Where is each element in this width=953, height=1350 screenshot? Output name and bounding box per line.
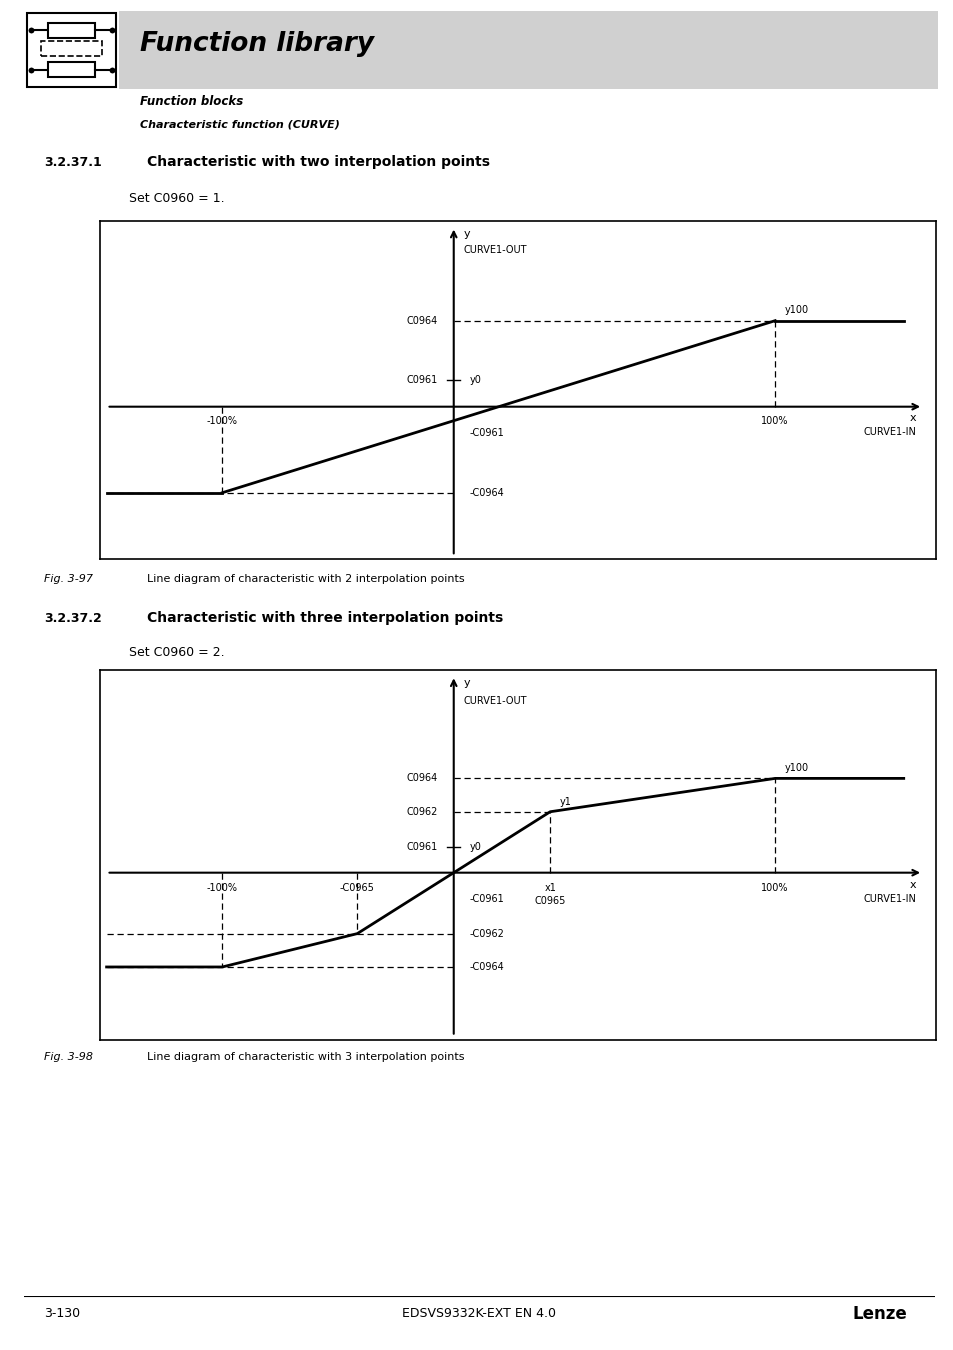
Text: Fig. 3-97: Fig. 3-97 xyxy=(44,574,92,585)
Text: y100: y100 xyxy=(784,305,808,316)
Text: 3.2.37.2: 3.2.37.2 xyxy=(44,612,102,625)
Text: y: y xyxy=(463,678,470,688)
Text: -C0965: -C0965 xyxy=(339,883,375,892)
Text: Function blocks: Function blocks xyxy=(139,96,243,108)
Text: 100%: 100% xyxy=(760,416,788,427)
Text: C0964: C0964 xyxy=(406,774,437,783)
Bar xyxy=(48,62,95,77)
Text: 3.2.37.1: 3.2.37.1 xyxy=(44,155,102,169)
Text: CURVE1-OUT: CURVE1-OUT xyxy=(463,695,526,706)
Text: -C0961: -C0961 xyxy=(469,428,504,439)
Text: Lenze: Lenze xyxy=(852,1305,906,1323)
Text: C0961: C0961 xyxy=(406,841,437,852)
Text: Characteristic with two interpolation points: Characteristic with two interpolation po… xyxy=(148,155,490,169)
Text: Function library: Function library xyxy=(139,31,374,57)
Text: 3-130: 3-130 xyxy=(44,1307,80,1320)
Bar xyxy=(48,23,95,38)
Text: -C0964: -C0964 xyxy=(469,487,504,498)
Text: -C0964: -C0964 xyxy=(469,963,504,972)
Text: 100%: 100% xyxy=(760,883,788,892)
Text: EDSVS9332K-EXT EN 4.0: EDSVS9332K-EXT EN 4.0 xyxy=(402,1307,556,1320)
Text: CURVE1-IN: CURVE1-IN xyxy=(862,427,916,436)
Text: Set C0960 = 2.: Set C0960 = 2. xyxy=(129,645,224,659)
Text: y0: y0 xyxy=(469,375,481,385)
Text: y0: y0 xyxy=(469,841,481,852)
Text: -C0961: -C0961 xyxy=(469,894,504,903)
Bar xyxy=(41,40,102,57)
Text: y: y xyxy=(463,230,470,239)
Text: CURVE1-OUT: CURVE1-OUT xyxy=(463,246,526,255)
Text: x1: x1 xyxy=(543,883,556,892)
Text: -C0962: -C0962 xyxy=(469,929,504,938)
Text: C0961: C0961 xyxy=(406,375,437,385)
Text: CURVE1-IN: CURVE1-IN xyxy=(862,895,916,905)
Text: C0962: C0962 xyxy=(406,807,437,817)
Text: Characteristic with three interpolation points: Characteristic with three interpolation … xyxy=(148,612,503,625)
Text: x: x xyxy=(909,413,916,424)
Text: Set C0960 = 1.: Set C0960 = 1. xyxy=(129,192,224,205)
Text: C0965: C0965 xyxy=(534,896,565,906)
Text: C0964: C0964 xyxy=(406,316,437,325)
Text: -100%: -100% xyxy=(207,416,237,427)
Text: x: x xyxy=(909,880,916,890)
Text: Line diagram of characteristic with 2 interpolation points: Line diagram of characteristic with 2 in… xyxy=(148,574,465,585)
Text: y100: y100 xyxy=(784,763,808,772)
Text: -100%: -100% xyxy=(207,883,237,892)
Text: Line diagram of characteristic with 3 interpolation points: Line diagram of characteristic with 3 in… xyxy=(148,1052,464,1062)
Text: y1: y1 xyxy=(559,798,571,807)
Text: Fig. 3-98: Fig. 3-98 xyxy=(44,1052,92,1062)
Text: Characteristic function (CURVE): Characteristic function (CURVE) xyxy=(139,120,339,130)
